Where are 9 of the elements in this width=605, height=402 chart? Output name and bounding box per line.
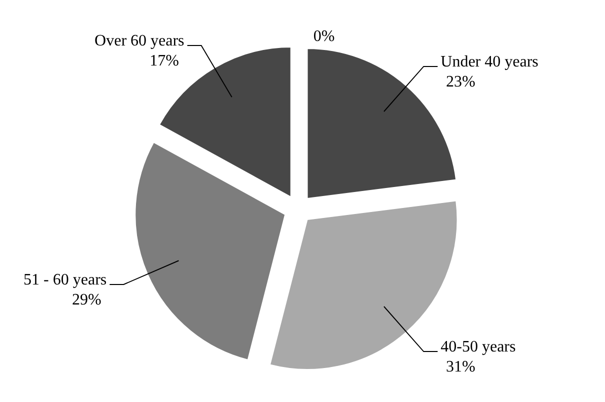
slice-label: Under 40 years <box>440 53 538 70</box>
data-label: 29% <box>72 291 102 308</box>
data-label: 17% <box>150 52 179 70</box>
slice-label: 40-50 years <box>440 338 516 356</box>
slice-label: 51 - 60 years <box>24 271 107 288</box>
slice-label: Over 60 years <box>94 32 184 50</box>
data-label: 23% <box>446 73 476 90</box>
data-label: 31% <box>446 358 476 376</box>
text: 0% <box>313 28 335 45</box>
